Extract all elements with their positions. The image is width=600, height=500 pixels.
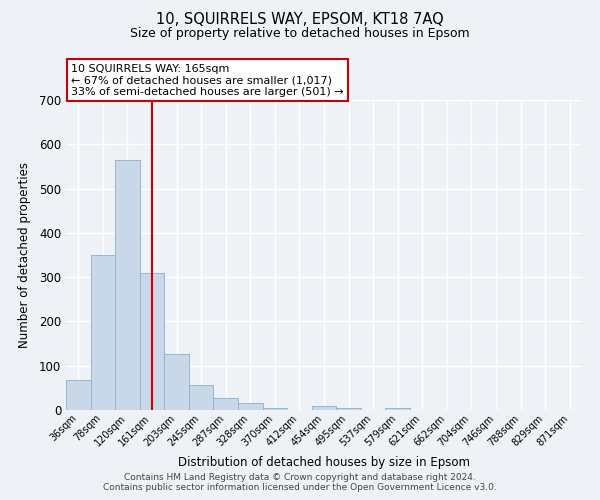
Bar: [66, 380, 91, 410]
Text: 10, SQUIRRELS WAY, EPSOM, KT18 7AQ: 10, SQUIRRELS WAY, EPSOM, KT18 7AQ: [156, 12, 444, 28]
Bar: [189, 385, 214, 410]
Bar: [115, 160, 140, 410]
X-axis label: Distribution of detached houses by size in Epsom: Distribution of detached houses by size …: [178, 456, 470, 469]
Y-axis label: Number of detached properties: Number of detached properties: [17, 162, 31, 348]
Text: Size of property relative to detached houses in Epsom: Size of property relative to detached ho…: [130, 28, 470, 40]
Text: 10 SQUIRRELS WAY: 165sqm
← 67% of detached houses are smaller (1,017)
33% of sem: 10 SQUIRRELS WAY: 165sqm ← 67% of detach…: [71, 64, 344, 97]
Bar: [91, 255, 115, 410]
Text: Contains HM Land Registry data © Crown copyright and database right 2024.: Contains HM Land Registry data © Crown c…: [124, 474, 476, 482]
Bar: [214, 398, 238, 410]
Bar: [263, 408, 287, 410]
Bar: [312, 406, 336, 410]
Bar: [385, 408, 410, 410]
Bar: [336, 408, 361, 410]
Bar: [164, 354, 189, 410]
Bar: [140, 272, 164, 410]
Bar: [238, 404, 263, 410]
Text: Contains public sector information licensed under the Open Government Licence v3: Contains public sector information licen…: [103, 484, 497, 492]
